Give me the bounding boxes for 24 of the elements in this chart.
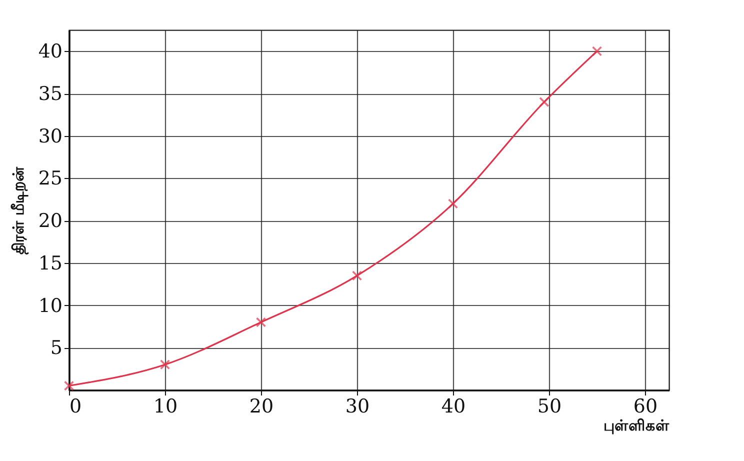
x-tick-label: 60	[633, 396, 658, 418]
x-tick-label: 20	[249, 396, 274, 418]
y-tick-label: 30	[38, 125, 62, 148]
y-tick-label: 20	[38, 210, 62, 232]
x-axis-title: புள்ளிகள்	[604, 416, 670, 434]
point	[352, 270, 362, 281]
point	[256, 317, 266, 328]
y-tick-label: 35	[38, 83, 62, 106]
point	[592, 46, 602, 56]
y-axis-title: திரள் மீடிறன்	[9, 166, 28, 255]
y-tick-label: 5	[50, 337, 62, 360]
point	[448, 198, 458, 209]
point	[539, 96, 550, 108]
x-tick-label: 40	[441, 396, 466, 418]
point	[64, 380, 74, 391]
point	[160, 360, 170, 370]
x-tick-label: 50	[537, 396, 562, 418]
y-tick-label: 25	[38, 168, 62, 190]
x-tick-label: 30	[345, 396, 370, 418]
x-tick-label: 0	[70, 396, 82, 418]
y-tick-label: 15	[38, 252, 62, 274]
x-tick-label: 10	[153, 396, 178, 418]
y-tick-label: 10	[38, 294, 62, 317]
y-tick-label: 40	[38, 40, 62, 63]
